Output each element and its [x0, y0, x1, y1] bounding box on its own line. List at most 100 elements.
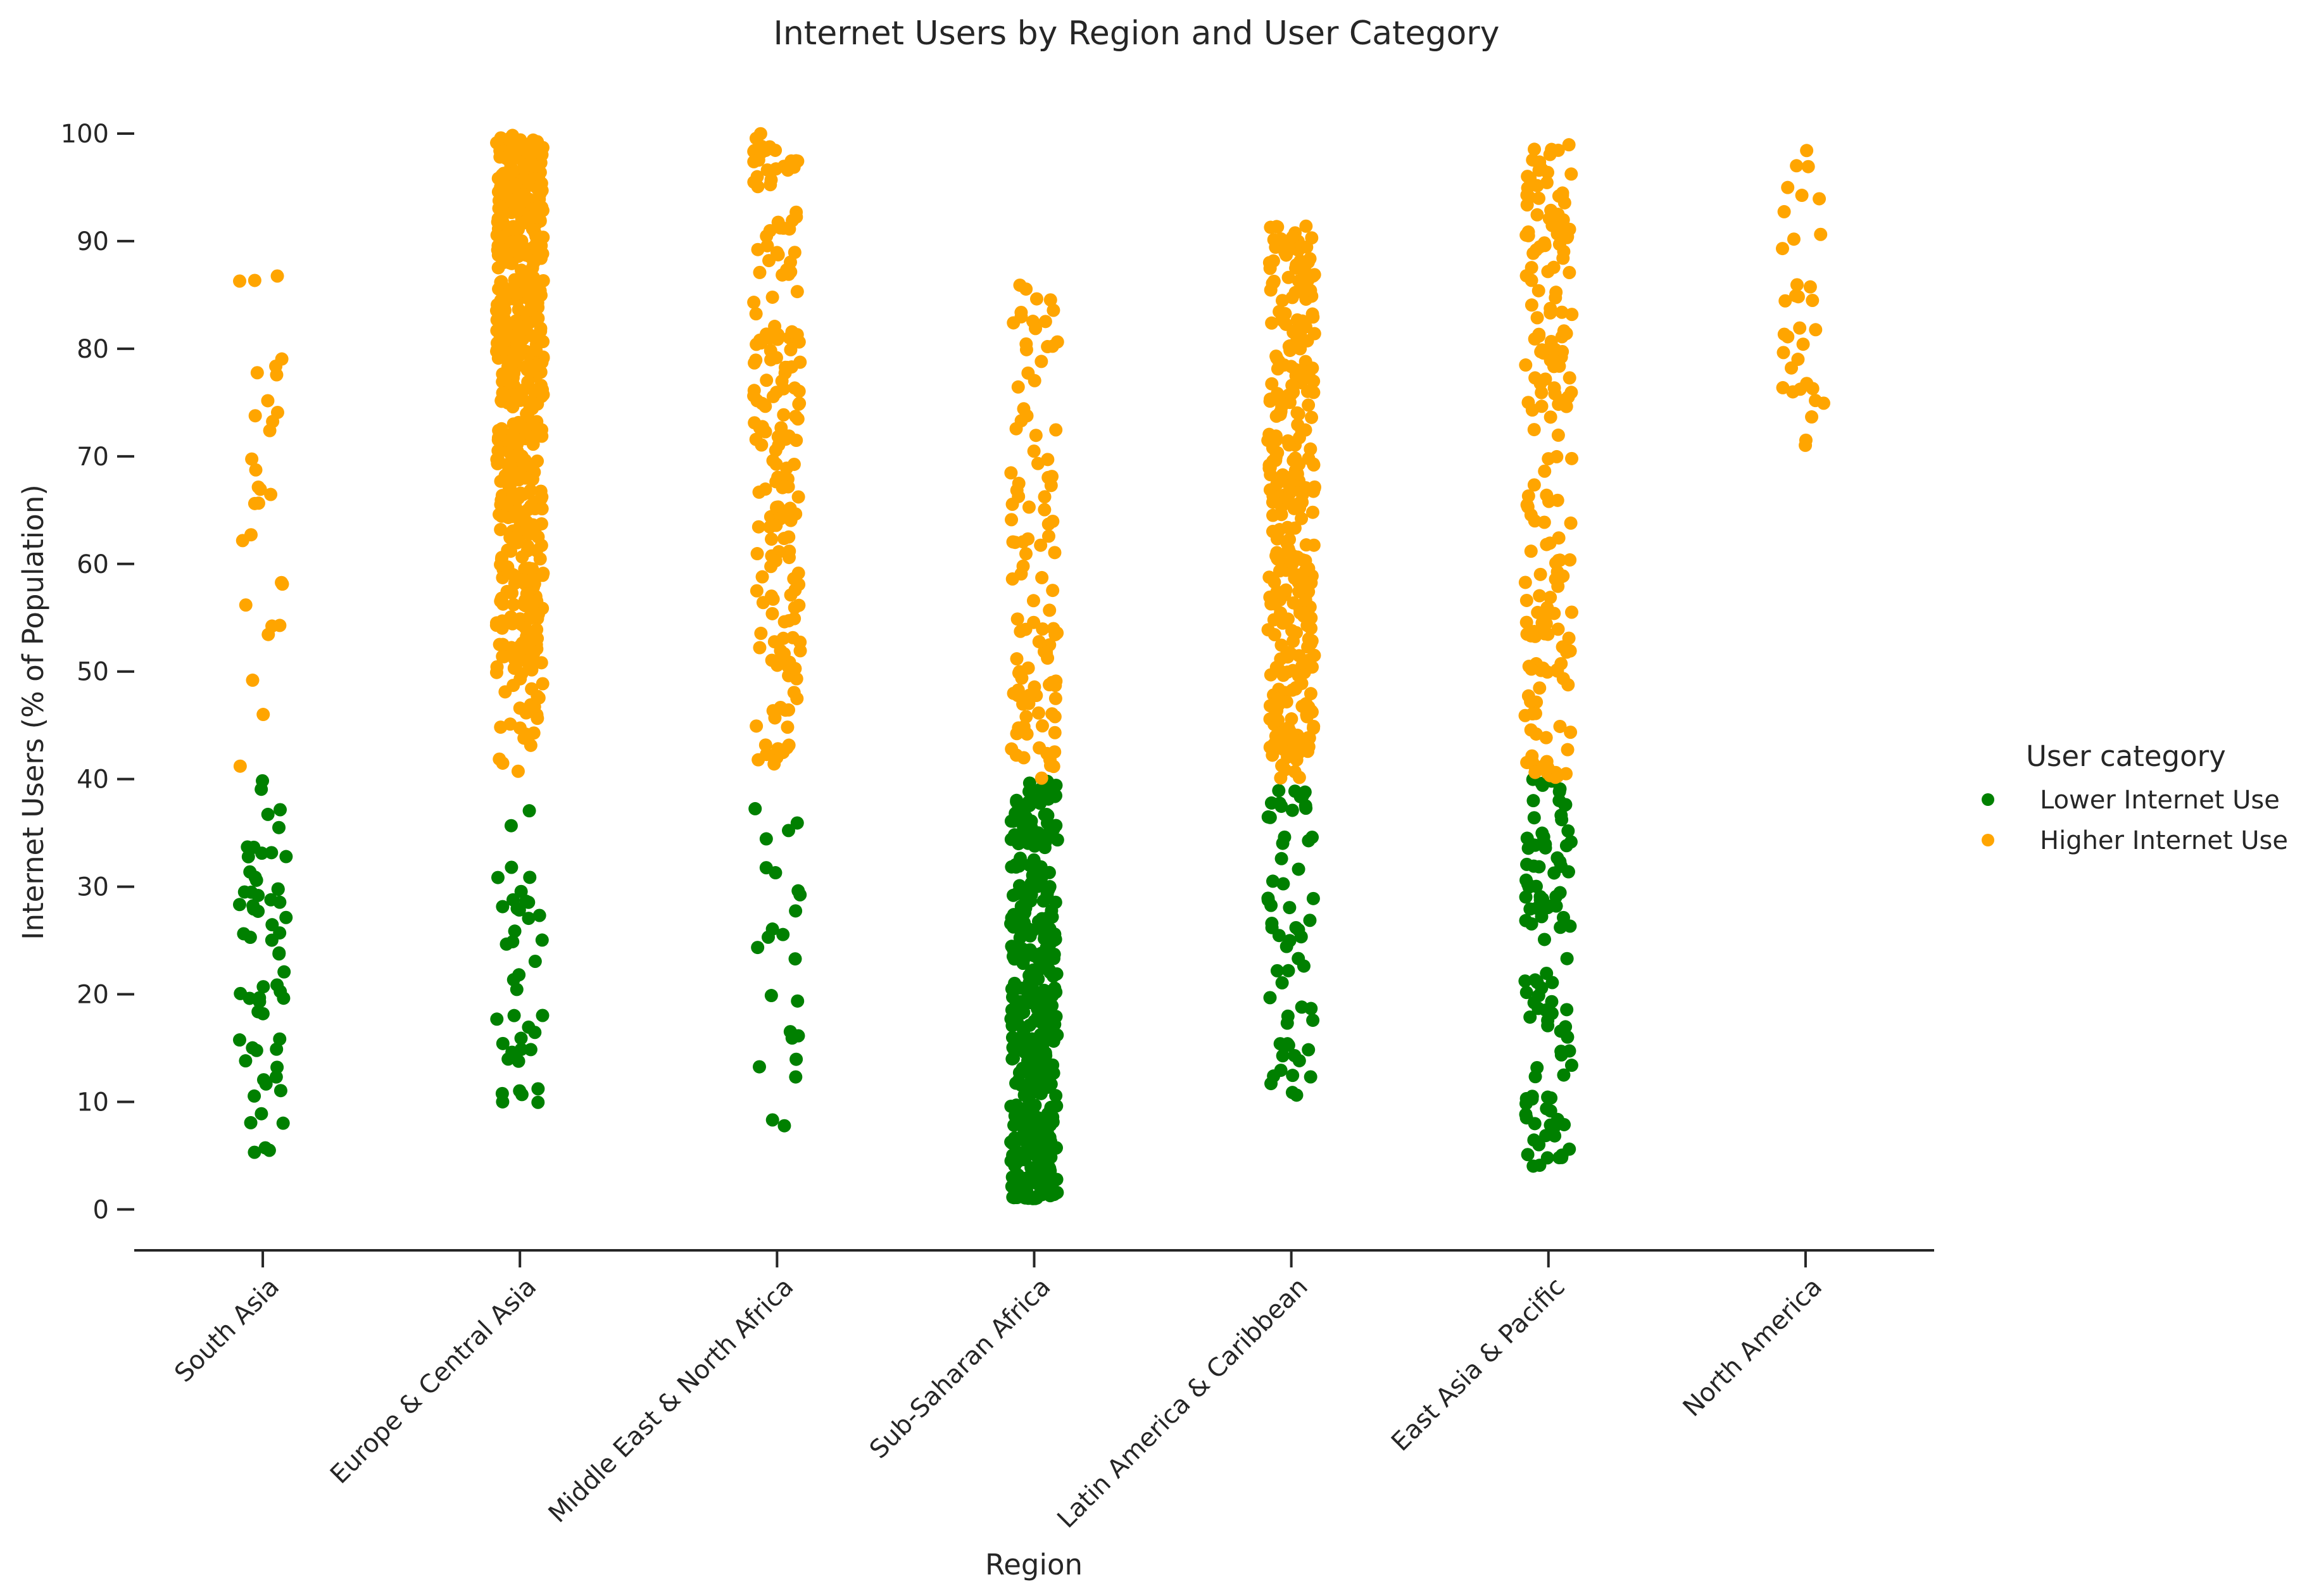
data-point: [506, 568, 520, 582]
data-point: [1266, 748, 1280, 762]
data-point: [1533, 589, 1547, 603]
data-point: [503, 481, 517, 495]
data-point: [1033, 796, 1047, 810]
data-point: [515, 142, 529, 156]
data-point: [748, 801, 762, 815]
data-point: [1520, 857, 1534, 871]
data-point: [1562, 631, 1576, 645]
data-point: [1539, 1129, 1553, 1143]
data-point: [1533, 681, 1547, 695]
data-point: [1267, 1069, 1281, 1083]
x-axis: South Asia Europe & Central Asia Middle Ea…: [169, 1250, 1828, 1534]
data-point: [1536, 892, 1550, 906]
data-point: [1532, 860, 1546, 874]
data-point: [1269, 549, 1283, 563]
data-point: [752, 1060, 766, 1074]
data-point: [750, 584, 764, 598]
data-point: [497, 389, 511, 403]
data-point: [1293, 342, 1307, 356]
legend-marker-higher: [1982, 834, 1994, 846]
data-point: [494, 275, 508, 289]
data-point: [497, 246, 511, 260]
data-point: [1530, 208, 1544, 222]
data-point: [1043, 1131, 1057, 1145]
data-point: [1048, 627, 1062, 641]
data-point: [784, 513, 798, 527]
data-point: [1293, 496, 1307, 510]
data-point: [1781, 180, 1795, 194]
data-point: [1553, 855, 1567, 869]
data-point: [494, 558, 508, 572]
data-point: [1039, 1113, 1053, 1127]
data-point: [782, 530, 796, 544]
data-point: [1521, 489, 1535, 503]
data-point: [1556, 910, 1570, 924]
data-point: [1048, 927, 1062, 941]
data-point: [1305, 361, 1319, 375]
chart-title: Internet Users by Region and User Catego…: [774, 15, 1500, 53]
data-point: [506, 598, 520, 612]
data-point: [1301, 640, 1315, 654]
data-point: [507, 1008, 521, 1022]
data-point: [1519, 986, 1533, 1000]
data-point: [784, 588, 798, 602]
data-point: [1813, 192, 1827, 206]
data-point: [1284, 646, 1298, 660]
data-point: [1304, 1070, 1317, 1084]
data-point: [1022, 784, 1036, 798]
data-point: [1019, 547, 1033, 561]
data-point: [1543, 536, 1557, 550]
y-tick-label: 60: [77, 550, 109, 579]
y-tick-label: 40: [77, 765, 109, 795]
data-point: [777, 382, 791, 396]
data-point: [1271, 362, 1285, 376]
data-point: [256, 708, 270, 722]
data-point: [246, 1041, 260, 1055]
data-point: [1519, 358, 1533, 372]
data-point: [1295, 512, 1309, 525]
data-point: [1537, 830, 1550, 844]
legend-marker-lower: [1982, 793, 1994, 806]
data-point: [1048, 895, 1062, 909]
data-point: [494, 509, 508, 523]
data-point: [1535, 343, 1549, 357]
data-point: [248, 273, 261, 287]
data-point: [753, 127, 767, 141]
data-point: [493, 752, 506, 766]
data-point: [496, 900, 510, 914]
data-point: [1297, 959, 1311, 973]
data-point: [1562, 138, 1576, 152]
data-point: [1533, 567, 1547, 581]
data-point: [272, 946, 286, 960]
data-point: [233, 759, 247, 773]
data-point: [1547, 606, 1561, 620]
data-point: [1776, 346, 1790, 360]
data-point: [248, 496, 261, 510]
data-point: [1307, 484, 1321, 498]
data-point: [1286, 1069, 1300, 1083]
data-point: [532, 691, 546, 705]
data-point: [1533, 1159, 1547, 1172]
data-point: [1033, 868, 1047, 882]
data-point: [760, 374, 774, 387]
data-point: [1010, 612, 1024, 626]
data-point: [755, 570, 769, 584]
x-tick-label: East Asia & Pacific: [1386, 1272, 1571, 1457]
data-point: [790, 285, 804, 299]
data-point: [496, 638, 510, 651]
data-point: [496, 650, 510, 663]
data-point: [1545, 218, 1559, 232]
data-point: [1775, 242, 1789, 256]
data-point: [1040, 1167, 1053, 1181]
y-tick-label: 10: [77, 1088, 109, 1117]
data-point: [1048, 789, 1062, 803]
data-point: [1041, 808, 1055, 822]
data-point: [1271, 220, 1285, 234]
data-point: [1305, 505, 1319, 519]
data-point: [1261, 810, 1275, 824]
data-point: [1027, 444, 1041, 458]
data-point: [1286, 325, 1300, 339]
data-point: [528, 955, 542, 969]
data-point: [1288, 286, 1302, 299]
data-point: [1266, 508, 1280, 522]
